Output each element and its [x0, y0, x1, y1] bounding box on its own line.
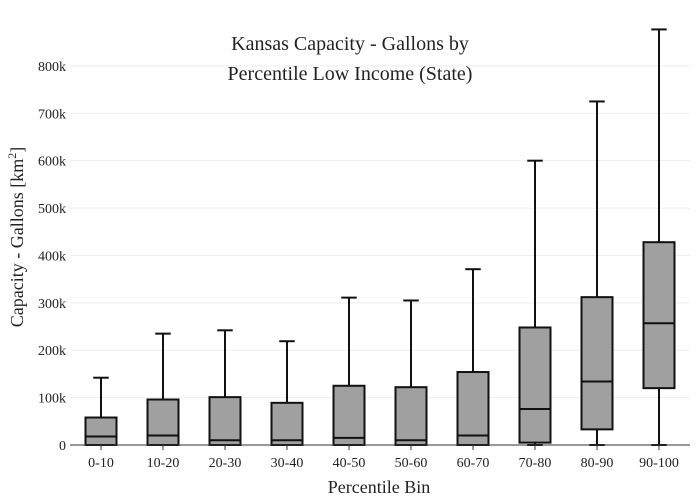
- x-tick-label: 40-50: [333, 456, 366, 471]
- y-tick-label: 200k: [38, 344, 66, 359]
- y-axis-label-end: ]: [7, 147, 27, 153]
- box-50-60: [394, 299, 428, 446]
- y-tick-label: 600k: [38, 155, 66, 170]
- chart-title-line2: Percentile Low Income (State): [228, 63, 473, 85]
- box-body: [146, 398, 180, 447]
- y-tick-label: 400k: [38, 249, 66, 264]
- box-90-100: [642, 28, 676, 446]
- x-tick-label: 80-90: [581, 456, 614, 471]
- box-60-70: [456, 268, 490, 446]
- x-tick-label: 30-40: [271, 456, 304, 471]
- y-axis-label-superscript: 2: [5, 153, 19, 159]
- box-body: [332, 384, 366, 447]
- box-series: [84, 28, 676, 447]
- box-body: [208, 396, 242, 446]
- x-tick-label: 90-100: [639, 456, 679, 471]
- y-tick-label: 500k: [38, 202, 66, 217]
- y-axis-ticks: 0 100k 200k 300k 400k 500k 600k 700k 800k: [38, 60, 66, 454]
- box-body: [642, 241, 676, 390]
- box-body: [456, 371, 490, 446]
- grid-lines: [70, 65, 690, 399]
- x-tick-label: 50-60: [395, 456, 428, 471]
- box-40-50: [332, 296, 366, 447]
- x-tick-label: 70-80: [519, 456, 552, 471]
- chart-title-line1: Kansas Capacity - Gallons by: [231, 33, 469, 55]
- x-tick-label: 20-30: [209, 456, 242, 471]
- x-tick-label: 60-70: [457, 456, 490, 471]
- box-80-90: [580, 100, 614, 446]
- box-body: [84, 416, 118, 446]
- box-70-80: [518, 159, 552, 446]
- y-tick-label: 800k: [38, 60, 66, 75]
- box-0-10: [84, 376, 118, 446]
- box-30-40: [270, 340, 304, 447]
- x-axis-ticks: 0-10 10-20 20-30 30-40 40-50 50-60 60-70 70-80 8…: [88, 445, 679, 471]
- y-tick-label: 100k: [38, 392, 66, 407]
- box-10-20: [146, 332, 180, 447]
- x-tick-label: 0-10: [88, 456, 114, 471]
- y-axis-label: Capacity - Gallons [km2]: [5, 147, 27, 327]
- box-body: [518, 326, 552, 444]
- box-body: [270, 401, 304, 447]
- y-axis-label-main: Capacity - Gallons [km: [7, 159, 27, 327]
- y-tick-label: 300k: [38, 297, 66, 312]
- x-axis-label: Percentile Bin: [328, 477, 430, 497]
- x-tick-label: 10-20: [147, 456, 180, 471]
- y-tick-label: 0: [59, 439, 66, 454]
- box-body: [394, 386, 428, 446]
- box-body: [580, 296, 614, 431]
- box-20-30: [208, 329, 242, 446]
- y-tick-label: 700k: [38, 107, 66, 122]
